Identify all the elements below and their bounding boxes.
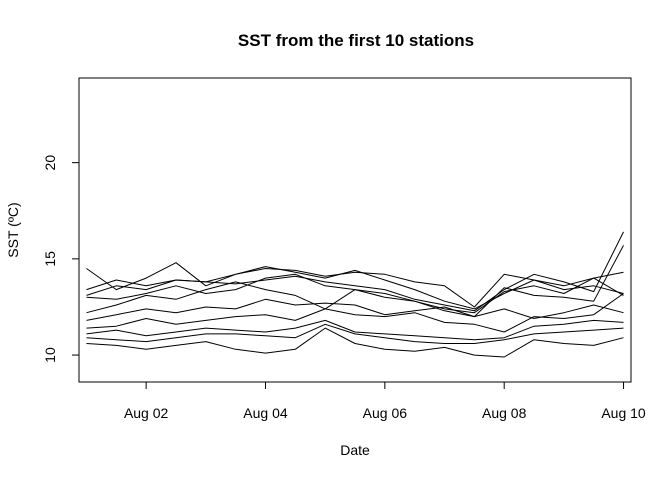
y-tick-label: 10	[42, 347, 58, 363]
x-tick-label: Aug 10	[601, 405, 646, 421]
series-line-8	[86, 319, 624, 341]
y-tick-label: 15	[42, 251, 58, 267]
y-axis: 10 15 20	[42, 155, 79, 363]
series-line-4	[86, 273, 624, 314]
series-line-9	[86, 323, 624, 344]
x-tick-label: Aug 08	[482, 405, 527, 421]
series-line-5	[86, 245, 624, 318]
x-tick-label: Aug 04	[243, 405, 288, 421]
y-tick-label: 20	[42, 155, 58, 171]
y-axis-label: SST (ºC)	[5, 202, 21, 257]
series-line-3	[86, 231, 624, 312]
chart-title: SST from the first 10 stations	[238, 31, 474, 50]
series-line-7	[86, 293, 624, 333]
x-axis: Aug 02 Aug 04 Aug 06 Aug 08 Aug 10	[124, 382, 646, 421]
series-line-6	[86, 298, 624, 321]
x-tick-label: Aug 06	[363, 405, 408, 421]
series-layer	[86, 231, 624, 358]
plot-area-frame	[78, 77, 632, 383]
x-axis-label: Date	[340, 442, 370, 458]
series-line-10	[86, 327, 624, 358]
x-tick-label: Aug 02	[124, 405, 169, 421]
